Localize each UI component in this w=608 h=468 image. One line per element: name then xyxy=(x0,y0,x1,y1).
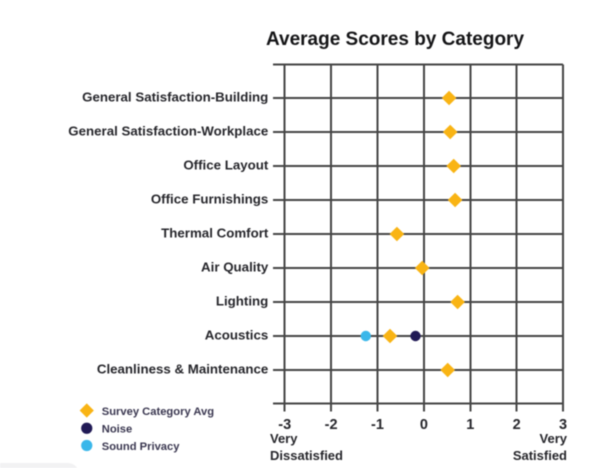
svg-text:Satisfied: Satisfied xyxy=(513,448,567,463)
svg-text:Office Furnishings: Office Furnishings xyxy=(151,191,268,206)
svg-text:-1: -1 xyxy=(371,417,384,433)
svg-text:Thermal Comfort: Thermal Comfort xyxy=(161,225,269,240)
svg-text:2: 2 xyxy=(513,417,521,433)
svg-text:Cleanliness & Maintenance: Cleanliness & Maintenance xyxy=(97,361,268,376)
svg-text:Very: Very xyxy=(540,431,568,446)
svg-text:Office Layout: Office Layout xyxy=(183,157,269,172)
svg-text:-3: -3 xyxy=(278,417,291,433)
svg-text:Acoustics: Acoustics xyxy=(205,327,269,342)
svg-text:General Satisfaction-Workplace: General Satisfaction-Workplace xyxy=(68,123,268,138)
svg-text:Sound Privacy: Sound Privacy xyxy=(102,441,180,453)
svg-text:Dissatisfied: Dissatisfied xyxy=(270,448,343,463)
svg-text:General Satisfaction-Building: General Satisfaction-Building xyxy=(82,89,268,104)
svg-text:3: 3 xyxy=(559,417,567,433)
svg-text:Average Scores by Category: Average Scores by Category xyxy=(266,29,524,50)
svg-text:Survey Category Avg: Survey Category Avg xyxy=(102,406,214,418)
svg-text:Very: Very xyxy=(270,431,298,446)
svg-text:1: 1 xyxy=(466,417,474,433)
svg-text:-2: -2 xyxy=(325,417,338,433)
svg-text:Noise: Noise xyxy=(102,424,132,436)
svg-text:Air Quality: Air Quality xyxy=(201,259,269,274)
svg-text:0: 0 xyxy=(420,417,428,433)
svg-text:Lighting: Lighting xyxy=(216,293,268,308)
